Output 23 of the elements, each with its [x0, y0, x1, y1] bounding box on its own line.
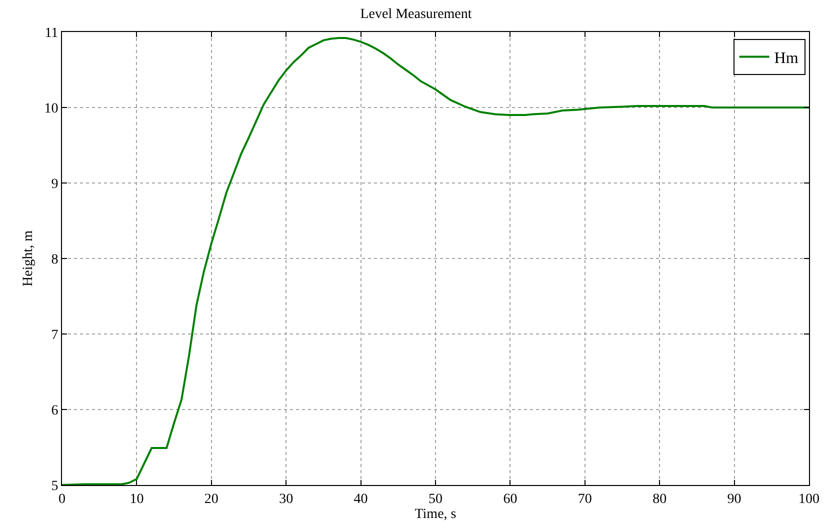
x-tick-label: 30: [279, 492, 294, 507]
line-series: [62, 37, 809, 485]
x-tick-label: 60: [503, 492, 518, 507]
x-tick-label: 90: [727, 492, 742, 507]
x-tick-label: 50: [428, 492, 442, 507]
x-tick-label: 70: [578, 492, 592, 507]
chart-title: Level Measurement: [360, 6, 472, 22]
x-tick-label: 80: [652, 492, 667, 507]
y-tick-label: 9: [51, 176, 58, 192]
x-tick-label: 100: [798, 492, 820, 507]
x-tick-label: 10: [130, 492, 144, 507]
y-tick-label: 10: [44, 101, 58, 116]
x-tick-label: 40: [354, 492, 368, 507]
y-tick-label: 6: [51, 403, 58, 418]
y-tick-label: 7: [51, 328, 58, 343]
y-axis-title: Height, m: [20, 230, 36, 286]
x-tick-label: 0: [58, 492, 66, 507]
x-tick-label: 20: [204, 492, 218, 507]
legend-label: Hm: [774, 50, 799, 67]
y-tick-label: 5: [51, 478, 58, 494]
y-tick-label: 8: [51, 252, 58, 268]
y-tick-label: 11: [44, 26, 58, 41]
x-axis-title: Time, s: [414, 507, 456, 522]
